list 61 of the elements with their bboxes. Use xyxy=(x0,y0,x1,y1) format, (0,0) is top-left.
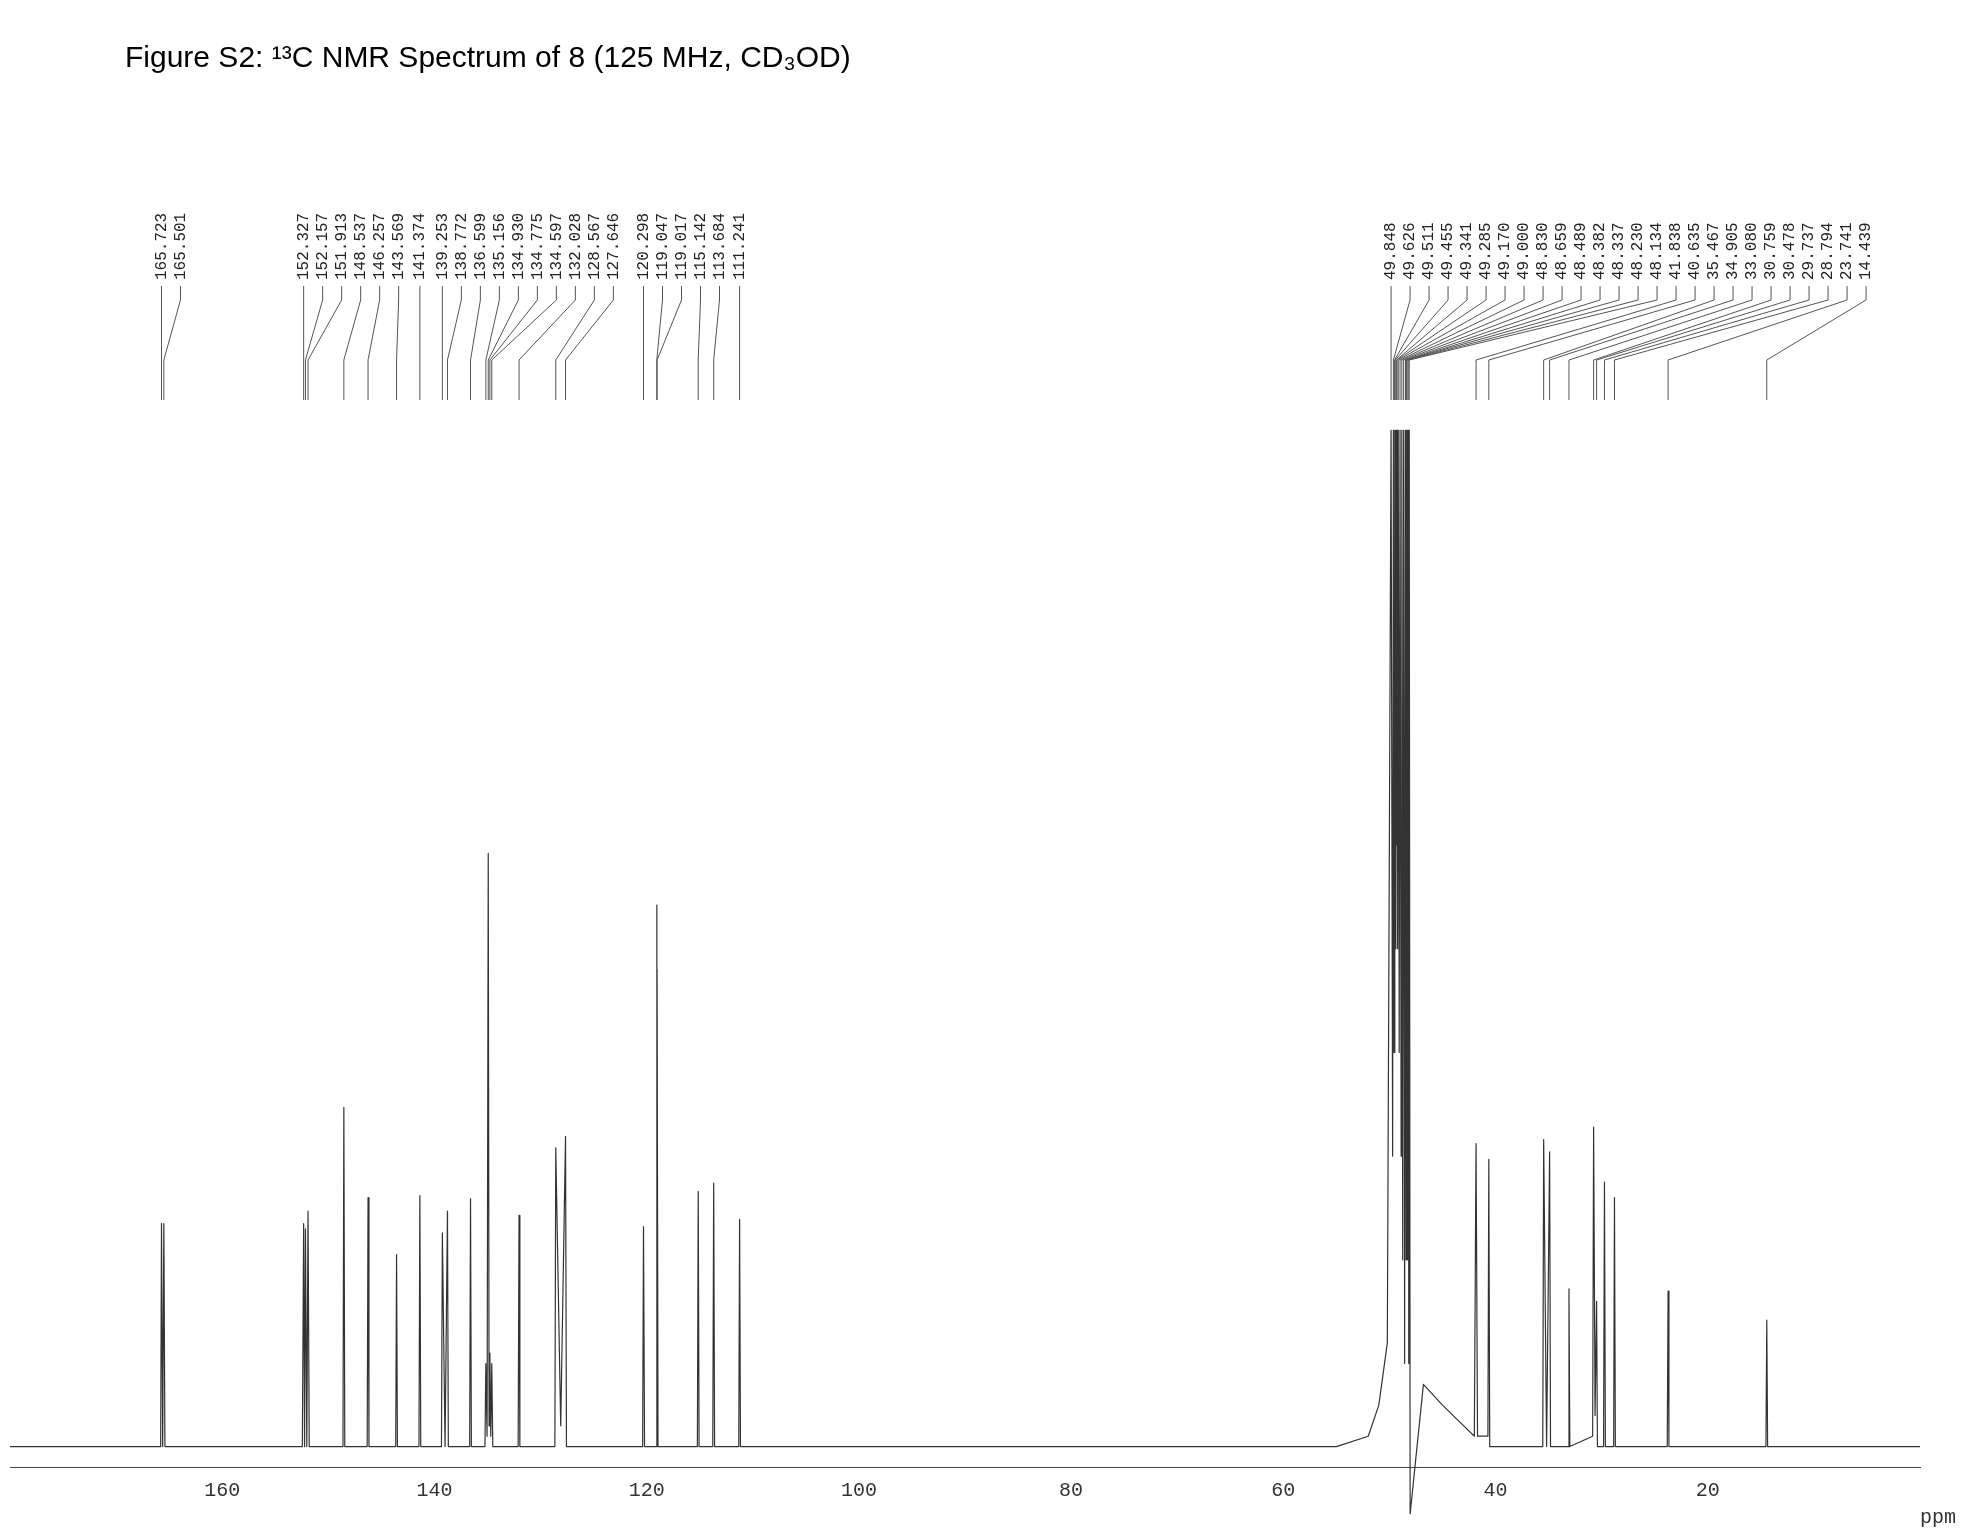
text: 111.241 xyxy=(730,212,749,280)
text: 127.646 xyxy=(604,212,623,280)
x-tick-label: 40 xyxy=(1483,1478,1508,1502)
x-tick-label: 60 xyxy=(1271,1478,1296,1502)
text: 48.337 xyxy=(1610,222,1629,280)
text: 48.230 xyxy=(1629,222,1648,280)
text: 35.467 xyxy=(1705,222,1724,280)
text: 134.930 xyxy=(509,212,528,280)
text: 34.905 xyxy=(1724,222,1743,280)
text: 134.775 xyxy=(528,212,547,280)
text: 23.741 xyxy=(1838,222,1857,280)
text: 41.838 xyxy=(1667,222,1686,280)
text: 135.156 xyxy=(490,212,509,280)
text: 138.772 xyxy=(452,212,471,280)
text: 165.501 xyxy=(171,212,190,280)
text: 14.439 xyxy=(1857,222,1876,280)
text: 49.285 xyxy=(1477,222,1496,280)
text: 29.737 xyxy=(1800,222,1819,280)
text: 49.511 xyxy=(1420,222,1439,280)
text: 143.569 xyxy=(389,212,408,280)
x-tick-label: 120 xyxy=(628,1478,665,1502)
text: 33.080 xyxy=(1743,222,1762,280)
text: 48.382 xyxy=(1591,222,1610,280)
text: 141.374 xyxy=(411,212,430,280)
text: 136.599 xyxy=(471,212,490,280)
x-tick-label: 20 xyxy=(1695,1478,1720,1502)
text: 48.830 xyxy=(1534,222,1553,280)
text: 40.635 xyxy=(1686,222,1705,280)
text: 49.455 xyxy=(1439,222,1458,280)
text: 49.848 xyxy=(1382,222,1401,280)
x-tick-label: 80 xyxy=(1059,1478,1084,1502)
text: 132.028 xyxy=(566,212,585,280)
x-tick-label: 140 xyxy=(416,1478,453,1502)
text: 30.759 xyxy=(1762,222,1781,280)
text: 146.257 xyxy=(370,212,389,280)
text: 152.157 xyxy=(313,212,332,280)
text: 113.684 xyxy=(710,212,729,280)
text: 48.489 xyxy=(1572,222,1591,280)
x-tick-label: 160 xyxy=(204,1478,241,1502)
x-tick-label: 100 xyxy=(840,1478,877,1502)
text: 119.047 xyxy=(653,212,672,280)
text: 134.597 xyxy=(547,212,566,280)
text: 152.327 xyxy=(294,212,313,280)
text: 115.142 xyxy=(691,212,710,280)
text: 48.134 xyxy=(1648,222,1667,280)
text: 128.567 xyxy=(585,212,604,280)
text: 120.298 xyxy=(634,212,653,280)
text: 49.170 xyxy=(1496,222,1515,280)
text: 165.723 xyxy=(152,212,171,280)
text: 139.253 xyxy=(433,212,452,280)
text: 30.478 xyxy=(1781,222,1800,280)
text: 151.913 xyxy=(332,212,351,280)
text: 148.537 xyxy=(351,212,370,280)
text: 48.659 xyxy=(1553,222,1572,280)
chart-title: Figure S2: ¹³C NMR Spectrum of 8 (125 MHz, CD₃OD) xyxy=(125,40,851,74)
text: 49.341 xyxy=(1458,222,1477,280)
text: 49.000 xyxy=(1515,222,1534,280)
x-axis-title: ppm xyxy=(1920,1505,1957,1529)
text: 28.794 xyxy=(1819,222,1838,280)
text: 49.626 xyxy=(1401,222,1420,280)
text: 119.017 xyxy=(672,212,691,280)
